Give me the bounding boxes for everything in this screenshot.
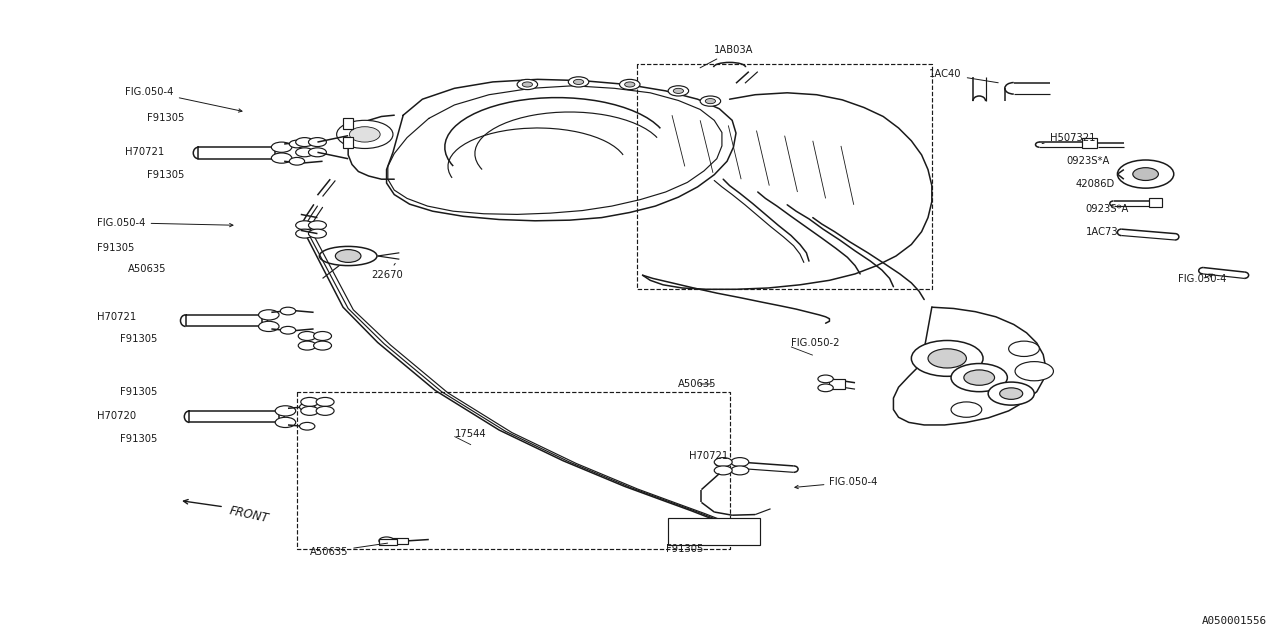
Circle shape	[296, 229, 314, 238]
Text: A050001556: A050001556	[1202, 616, 1267, 626]
Circle shape	[298, 341, 316, 350]
Circle shape	[573, 79, 584, 84]
Circle shape	[289, 157, 305, 165]
Text: 0923S*A: 0923S*A	[1085, 204, 1129, 214]
Text: FIG.050-4: FIG.050-4	[795, 477, 878, 489]
Circle shape	[298, 332, 316, 340]
Bar	[829, 379, 845, 389]
Text: H70720: H70720	[97, 411, 137, 421]
Circle shape	[988, 382, 1034, 405]
Circle shape	[275, 406, 296, 416]
Circle shape	[308, 229, 326, 238]
Circle shape	[818, 375, 833, 383]
Bar	[1082, 138, 1097, 148]
Circle shape	[1133, 168, 1158, 180]
Circle shape	[620, 79, 640, 90]
Text: H70721: H70721	[97, 312, 137, 323]
Circle shape	[731, 458, 749, 467]
Circle shape	[1015, 362, 1053, 381]
Circle shape	[700, 96, 721, 106]
Circle shape	[289, 140, 305, 148]
Text: F91305: F91305	[97, 243, 134, 253]
Circle shape	[316, 397, 334, 406]
Text: H507321: H507321	[1042, 133, 1096, 143]
Circle shape	[275, 417, 296, 428]
Circle shape	[517, 79, 538, 90]
Circle shape	[296, 221, 314, 230]
Circle shape	[259, 310, 279, 320]
Circle shape	[928, 349, 966, 368]
Circle shape	[301, 397, 319, 406]
Text: FIG.050-4: FIG.050-4	[1178, 274, 1226, 284]
Bar	[343, 137, 353, 148]
Text: F91305: F91305	[666, 544, 703, 554]
Text: 42086D: 42086D	[1075, 179, 1115, 189]
Circle shape	[1117, 160, 1174, 188]
Circle shape	[308, 221, 326, 230]
Bar	[343, 118, 353, 129]
Bar	[379, 539, 397, 545]
Circle shape	[951, 364, 1007, 392]
Bar	[668, 518, 760, 545]
Circle shape	[300, 422, 315, 430]
Circle shape	[911, 340, 983, 376]
Text: F91305: F91305	[120, 434, 157, 444]
Text: 22670: 22670	[371, 264, 403, 280]
Circle shape	[668, 86, 689, 96]
Circle shape	[349, 127, 380, 142]
Text: 1AC40: 1AC40	[929, 69, 998, 83]
Circle shape	[951, 402, 982, 417]
Text: A50635: A50635	[128, 264, 166, 274]
Circle shape	[308, 138, 326, 147]
Circle shape	[964, 370, 995, 385]
Circle shape	[731, 466, 749, 475]
Circle shape	[625, 82, 635, 87]
Circle shape	[714, 458, 732, 467]
Text: H70721: H70721	[689, 451, 728, 466]
Circle shape	[1000, 388, 1023, 399]
Circle shape	[379, 537, 394, 545]
Circle shape	[1009, 341, 1039, 356]
Text: FIG.050-4: FIG.050-4	[97, 218, 233, 228]
Text: F91305: F91305	[147, 170, 184, 180]
Circle shape	[316, 406, 334, 415]
Circle shape	[308, 148, 326, 157]
Circle shape	[705, 99, 716, 104]
Circle shape	[714, 466, 732, 475]
Circle shape	[818, 384, 833, 392]
Circle shape	[673, 88, 684, 93]
Circle shape	[259, 321, 279, 332]
Text: A50635: A50635	[310, 543, 388, 557]
Circle shape	[296, 148, 314, 157]
Ellipse shape	[320, 246, 378, 266]
Text: 0923S*A: 0923S*A	[1066, 156, 1110, 166]
Circle shape	[280, 326, 296, 334]
Text: H70721: H70721	[125, 147, 165, 157]
Text: F91305: F91305	[120, 387, 157, 397]
Text: FIG.050-4: FIG.050-4	[125, 86, 242, 112]
Text: A50635: A50635	[678, 379, 717, 389]
Circle shape	[300, 403, 315, 411]
Text: F91305: F91305	[120, 334, 157, 344]
Text: 1AC73: 1AC73	[1085, 227, 1117, 237]
Circle shape	[568, 77, 589, 87]
Circle shape	[337, 120, 393, 148]
Text: F91305: F91305	[147, 113, 184, 124]
Bar	[1149, 198, 1162, 207]
Circle shape	[522, 82, 532, 87]
Circle shape	[271, 142, 292, 152]
Circle shape	[296, 138, 314, 147]
Circle shape	[271, 153, 292, 163]
Bar	[390, 538, 408, 544]
Circle shape	[314, 332, 332, 340]
Text: 1AB03A: 1AB03A	[700, 45, 754, 68]
Text: FIG.050-2: FIG.050-2	[791, 338, 840, 348]
Circle shape	[280, 307, 296, 315]
Circle shape	[335, 250, 361, 262]
Circle shape	[301, 406, 319, 415]
Circle shape	[314, 341, 332, 350]
Text: FRONT: FRONT	[228, 505, 270, 525]
Text: 17544: 17544	[454, 429, 486, 439]
